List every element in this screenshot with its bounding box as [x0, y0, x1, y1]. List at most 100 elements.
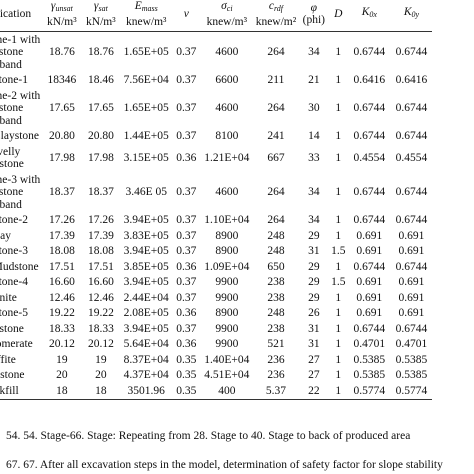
- table-cell: 18.46: [87, 74, 114, 86]
- table-cell: 0.6744: [395, 322, 428, 335]
- table-cell: 20.80: [48, 130, 75, 142]
- header-symbol: γ: [50, 0, 56, 12]
- table-cell: 1: [335, 229, 342, 242]
- table-cell: 17.26: [48, 214, 75, 226]
- table-cell: 0.6744: [353, 130, 386, 142]
- table-cell: 17.98: [48, 151, 75, 164]
- table-cell: 1: [335, 353, 342, 366]
- table-cell: 3.85E+05: [123, 260, 169, 273]
- row-label: Clay: [0, 229, 12, 242]
- table-cell: 3.46E 05: [125, 186, 167, 198]
- table-cell: 12.46: [48, 291, 75, 304]
- table-cell: 14: [308, 130, 320, 142]
- table-cell: 27: [308, 369, 320, 381]
- table-cell: 20: [95, 369, 107, 381]
- table-row: Backfill18183501.960.354005.372210.57740…: [0, 383, 432, 400]
- table-row: Lignite 12.46 12.46 2.44E+04 0.37 9900 238 29 1 0…: [0, 290, 432, 306]
- row-label: Claystone-5: [0, 307, 28, 319]
- table-cell: 1: [328, 383, 348, 400]
- table-cell: 0.4701: [395, 338, 428, 350]
- row-label: Sandy Claystone: [0, 130, 39, 142]
- table-cell: 8900: [215, 229, 239, 242]
- table-row: Sandstone 18.33 18.33 3.94E+05 0.37 9900 238 31…: [0, 321, 432, 337]
- row-label: Limestone: [0, 369, 25, 381]
- table-cell: 1: [335, 260, 342, 273]
- column-header: Emass knew/m³: [120, 0, 173, 32]
- table-cell: 650: [267, 260, 285, 273]
- column-header: γsat kN/m³: [81, 0, 121, 32]
- table-cell: 8.37E+04: [123, 353, 169, 366]
- column-header: K0x: [347, 0, 391, 32]
- header-subscript: 0y: [411, 10, 420, 20]
- table-cell: 0.37: [176, 276, 197, 288]
- table-cell: 3.94E+05: [123, 214, 169, 226]
- table-cell: 4.51E+04: [204, 369, 250, 381]
- table-cell: 0.5385: [353, 369, 386, 381]
- header-subscript: mass: [141, 4, 158, 13]
- table-cell: 27: [308, 353, 320, 366]
- table-cell: 22: [298, 383, 329, 400]
- table-cell: 20.80: [87, 130, 114, 142]
- table-cell: 1: [335, 307, 342, 319]
- table-row: Claystone-11834618.467.56E+040.376600211…: [0, 73, 432, 89]
- row-label: Sandstone-1 with Claystone interband: [0, 33, 41, 71]
- table-cell: 264: [267, 46, 285, 58]
- row-label: Sandstone-3 with Claystone interband: [0, 173, 41, 211]
- table-cell: 0.6744: [353, 214, 386, 226]
- table-cell: 521: [267, 338, 285, 350]
- table-cell: 264: [267, 102, 285, 114]
- table-cell: 31: [308, 322, 320, 335]
- header-symbol: σ: [221, 0, 227, 12]
- table-cell: 20.12: [87, 338, 114, 350]
- table-cell: 0.37: [176, 291, 197, 304]
- table-cell: 29: [308, 260, 320, 273]
- header-subscript: unsat: [55, 4, 73, 13]
- table-cell: 6600: [215, 74, 239, 86]
- table-row: Claystone-3 18.08 18.08 3.94E+05 0.37 8900 248…: [0, 244, 432, 260]
- table-cell: 9900: [215, 322, 239, 335]
- header-unit: knew/m²: [255, 15, 297, 28]
- table-cell: 17.26: [87, 214, 114, 226]
- header-unit: knew/m³: [206, 15, 248, 28]
- table-cell: 0.5385: [395, 369, 428, 381]
- table-cell: 3.94E+05: [123, 322, 169, 335]
- table-cell: 0.35: [176, 353, 197, 366]
- row-label: Conglomerate: [0, 338, 33, 350]
- table-cell: 17.65: [87, 102, 114, 114]
- table-cell: 1: [335, 338, 342, 350]
- column-header: D: [328, 0, 348, 32]
- table-cell: 9900: [215, 276, 239, 288]
- table-cell: 1.21E+04: [204, 151, 250, 164]
- table-row: Sandstone-3 with Claystone interband 18.3…: [0, 172, 432, 213]
- table-cell: 1.65E+05: [123, 46, 169, 58]
- table-cell: 0.691: [398, 307, 425, 319]
- table-cell: 0.6744: [353, 186, 386, 198]
- table-row: Clay 17.39 17.39 3.83E+05 0.37 8900 248 29 1 0.69…: [0, 228, 432, 244]
- header-symbol: K: [361, 6, 370, 19]
- table-cell: 0.6744: [395, 102, 428, 114]
- table-cell: 18.08: [48, 245, 75, 257]
- row-label: Tuffite: [0, 353, 16, 366]
- table-cell: 20: [56, 369, 68, 381]
- table-cell: 21: [308, 74, 320, 86]
- header-subscript: rdf: [273, 4, 284, 13]
- table-cell: 0.37: [176, 322, 197, 335]
- table-cell: 248: [267, 307, 285, 319]
- table-cell: 0.37: [176, 229, 197, 242]
- table-cell: 0.36: [176, 260, 197, 273]
- table-cell: 1: [335, 151, 342, 164]
- table-cell: 0.35: [176, 369, 197, 381]
- table-cell: 17.39: [87, 229, 114, 242]
- header-symbol: E: [134, 0, 142, 12]
- row-label: Gravelly Sandstone: [0, 145, 24, 171]
- table-cell: 19.22: [87, 307, 114, 319]
- table-cell: 34: [308, 186, 320, 198]
- table-cell: 30: [308, 102, 320, 114]
- table-cell: 0.4554: [353, 151, 386, 164]
- table-cell: 5.64E+04: [123, 338, 169, 350]
- column-header: γunsat kN/m³: [42, 0, 82, 32]
- table-cell: 0.36: [176, 338, 197, 350]
- table-cell: 5.37: [253, 383, 299, 400]
- table-cell: 0.691: [398, 245, 425, 257]
- note: 54. 54. Stage-66. Stage: Repeating from …: [6, 430, 411, 442]
